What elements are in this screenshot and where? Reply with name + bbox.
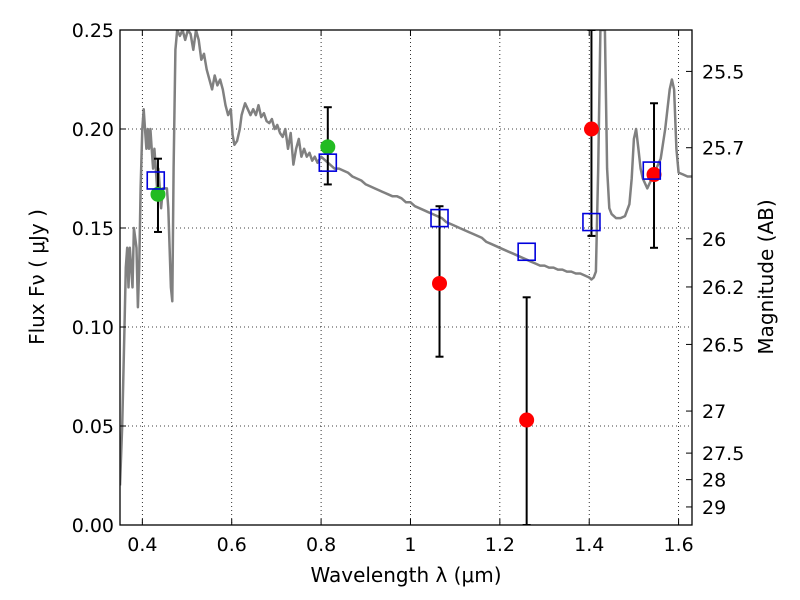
model-point-square — [642, 161, 662, 180]
data-point-circle — [320, 139, 336, 155]
y2-tick-label: 26 — [702, 229, 726, 251]
y2-tick-label: 25.5 — [702, 61, 744, 83]
y2-axis-label: Magnitude (AB) — [754, 199, 778, 354]
y-tick-label: 0.20 — [72, 119, 114, 141]
y2-tick-label: 27 — [702, 401, 726, 423]
data-point-circle — [150, 186, 166, 202]
y-axis-label: Flux Fν ( μJy ) — [25, 209, 49, 345]
x-tick-label: 0.8 — [306, 534, 336, 556]
y-tick-label: 0.05 — [72, 416, 114, 438]
y2-tick-label: 26.5 — [702, 334, 744, 356]
template-sed-layer — [120, 30, 692, 486]
data-point-circle — [432, 275, 448, 291]
ticks: 0.4 0.6 0.8 1 1.2 1.4 1.6 0.00 0.05 0.10 0.15 0.20 0… — [72, 20, 745, 556]
plot-frame — [119, 29, 693, 526]
y-tick-label: 0.00 — [72, 515, 114, 537]
y-tick-label: 0.25 — [72, 20, 114, 42]
data-point-circle — [583, 121, 599, 137]
x-tick-label: 1.6 — [663, 534, 693, 556]
y2-tick-label: 26.2 — [702, 277, 744, 299]
y-tick-label: 0.15 — [72, 218, 114, 240]
model-point-square — [582, 212, 601, 232]
model-point-square — [318, 153, 338, 172]
y-tick-label: 0.10 — [72, 317, 114, 339]
y2-tick-label: 29 — [702, 497, 726, 519]
x-axis-label: Wavelength λ (μm) — [310, 563, 501, 587]
x-tick-label: 1 — [404, 534, 416, 556]
x-tick-label: 1.4 — [574, 534, 604, 556]
model-point-square — [430, 208, 449, 228]
template-sed-line — [120, 30, 692, 486]
x-tick-label: 0.4 — [127, 534, 157, 556]
x-tick-label: 1.2 — [485, 534, 515, 556]
y2-tick-label: 27.5 — [702, 443, 744, 465]
data-points-layer — [146, 30, 662, 525]
x-tick-label: 0.6 — [217, 534, 247, 556]
y2-tick-label: 28 — [702, 470, 726, 492]
model-point-square — [146, 171, 166, 190]
model-point-square — [517, 242, 536, 262]
y2-tick-label: 25.7 — [702, 138, 744, 160]
data-point-circle — [519, 412, 535, 428]
